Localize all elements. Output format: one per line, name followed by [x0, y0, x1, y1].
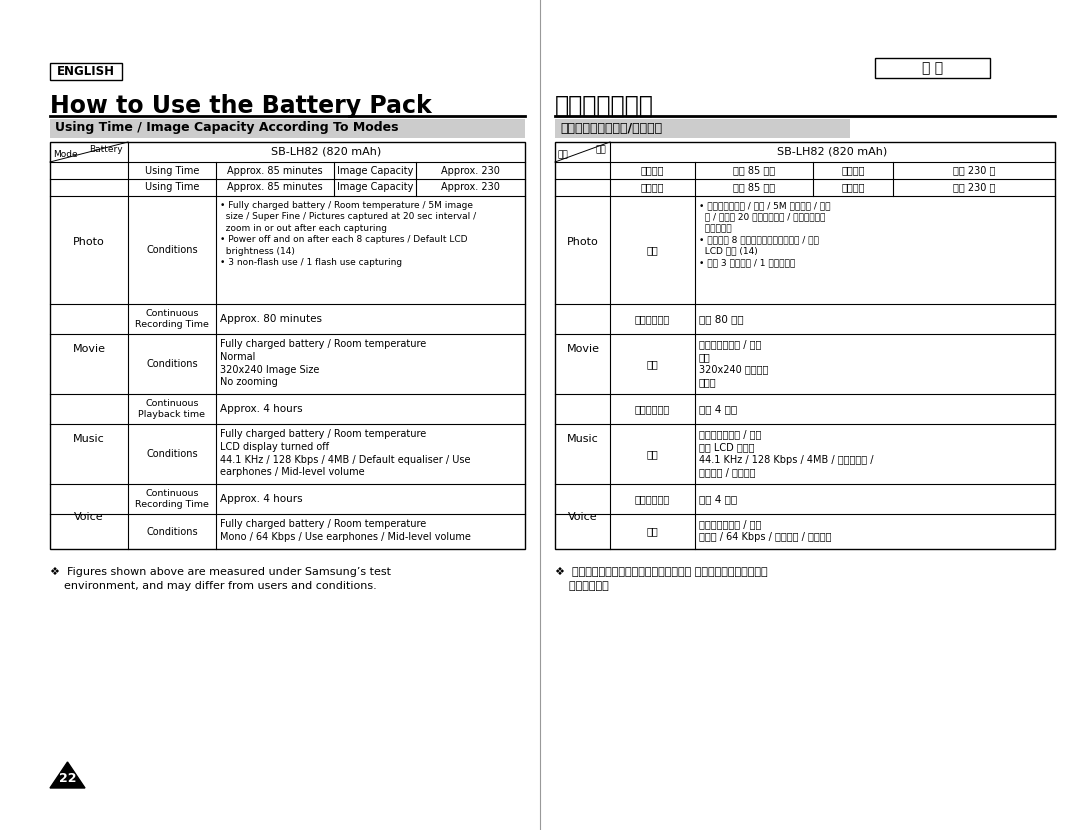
- Bar: [50, 119, 525, 138]
- Text: 條件: 條件: [647, 359, 659, 369]
- Bar: [50, 142, 525, 549]
- Text: 連續播放時間: 連續播放時間: [635, 404, 670, 414]
- Text: Movie: Movie: [72, 344, 106, 354]
- Text: 大約 4 小時: 大約 4 小時: [699, 404, 738, 414]
- Text: ❖  上表顯示的數字在三星測試環境下測量， 可能會根據使用者與條件
    的不同而真。: ❖ 上表顯示的數字在三星測試環境下測量， 可能會根據使用者與條件 的不同而真。: [555, 567, 768, 591]
- Text: Fully charged battery / Room temperature
Mono / 64 Kbps / Use earphones / Mid-le: Fully charged battery / Room temperature…: [220, 519, 471, 542]
- Text: Conditions: Conditions: [146, 245, 198, 255]
- Bar: [875, 58, 990, 78]
- Text: Using Time / Image Capacity According To Modes: Using Time / Image Capacity According To…: [55, 121, 399, 134]
- Text: 使用時間: 使用時間: [640, 165, 664, 175]
- Text: 如何使用電池組: 如何使用電池組: [555, 94, 653, 118]
- Text: Approx. 4 hours: Approx. 4 hours: [220, 404, 302, 414]
- Text: Voice: Voice: [568, 511, 598, 521]
- Text: 條件: 條件: [647, 449, 659, 459]
- Text: 臺 灣: 臺 灣: [922, 61, 943, 75]
- Text: 大約 80 分鐘: 大約 80 分鐘: [699, 314, 744, 324]
- Text: 大約 85 分鐘: 大約 85 分鐘: [733, 183, 775, 193]
- Text: Fully charged battery / Room temperature
Normal
320x240 Image Size
No zooming: Fully charged battery / Room temperature…: [220, 339, 427, 388]
- Text: 模式: 模式: [557, 150, 568, 159]
- Text: 大約 230 張: 大約 230 張: [953, 183, 995, 193]
- Text: Image Capacity: Image Capacity: [337, 165, 414, 175]
- Text: How to Use the Battery Pack: How to Use the Battery Pack: [50, 94, 432, 118]
- Text: Music: Music: [73, 434, 105, 444]
- Text: Continuous
Playback time: Continuous Playback time: [138, 399, 205, 418]
- Text: Continuous
Recording Time: Continuous Recording Time: [135, 490, 208, 509]
- Text: Continuous
Recording Time: Continuous Recording Time: [135, 310, 208, 329]
- Text: Battery: Battery: [90, 145, 123, 154]
- Text: 影像容量: 影像容量: [841, 183, 865, 193]
- Text: ENGLISH: ENGLISH: [57, 65, 114, 78]
- Text: Mode: Mode: [53, 150, 78, 159]
- Text: 使用時間: 使用時間: [640, 183, 664, 193]
- Text: Approx. 230: Approx. 230: [441, 165, 500, 175]
- Text: Fully charged battery / Room temperature
LCD display turned off
44.1 KHz / 128 K: Fully charged battery / Room temperature…: [220, 429, 471, 477]
- Text: 完全充電的電池 / 室溫
關閉 LCD 顯示器
44.1 KHz / 128 Kbps / 4MB / 預設等化器 /
使用耳機 / 中等音量: 完全充電的電池 / 室溫 關閉 LCD 顯示器 44.1 KHz / 128 K…: [699, 429, 874, 477]
- Text: Movie: Movie: [567, 344, 599, 354]
- Text: Music: Music: [567, 434, 599, 444]
- Text: Conditions: Conditions: [146, 526, 198, 536]
- Bar: [555, 142, 1055, 549]
- Text: 大約 85 分鐘: 大約 85 分鐘: [733, 165, 775, 175]
- Text: 完全充電的電池 / 室溫
正常
320x240 影像大小
無縮放: 完全充電的電池 / 室溫 正常 320x240 影像大小 無縮放: [699, 339, 768, 388]
- Text: 完全充電的電池 / 室溫
單聲道 / 64 Kbps / 使用耳機 / 中等音量: 完全充電的電池 / 室溫 單聲道 / 64 Kbps / 使用耳機 / 中等音量: [699, 519, 832, 542]
- Text: • 完全充電的電池 / 室溫 / 5M 影像大小 / 超精
  細 / 相片以 20 秒的間隔拍攝 / 在每次拍攝後
  放大或縮小
• 在每拍攝 8 次之後關: • 完全充電的電池 / 室溫 / 5M 影像大小 / 超精 細 / 相片以 20…: [699, 201, 831, 267]
- Text: 影像容量: 影像容量: [841, 165, 865, 175]
- Text: SB-LH82 (820 mAh): SB-LH82 (820 mAh): [271, 147, 381, 157]
- Text: Using Time: Using Time: [145, 165, 199, 175]
- Text: ❖  Figures shown above are measured under Samsung’s test
    environment, and ma: ❖ Figures shown above are measured under…: [50, 567, 391, 591]
- Text: 連續錄製時間: 連續錄製時間: [635, 494, 670, 504]
- Text: Approx. 230: Approx. 230: [441, 183, 500, 193]
- Text: 大約 4 小時: 大約 4 小時: [699, 494, 738, 504]
- Text: • Fully charged battery / Room temperature / 5M image
  size / Super Fine / Pict: • Fully charged battery / Room temperatu…: [220, 201, 476, 267]
- Text: Photo: Photo: [73, 237, 105, 247]
- Text: 電池: 電池: [595, 145, 606, 154]
- Text: Conditions: Conditions: [146, 449, 198, 459]
- Text: Approx. 4 hours: Approx. 4 hours: [220, 494, 302, 504]
- Text: 條件: 條件: [647, 245, 659, 255]
- Text: SB-LH82 (820 mAh): SB-LH82 (820 mAh): [778, 147, 888, 157]
- Bar: [555, 119, 850, 138]
- Text: Photo: Photo: [567, 237, 599, 247]
- Text: Approx. 80 minutes: Approx. 80 minutes: [220, 314, 322, 324]
- Bar: [50, 63, 122, 80]
- Text: 22: 22: [58, 772, 77, 784]
- Text: 大約 230 張: 大約 230 張: [953, 165, 995, 175]
- Text: Approx. 85 minutes: Approx. 85 minutes: [227, 183, 323, 193]
- Text: 根據模式的使用時間/影像容量: 根據模式的使用時間/影像容量: [561, 121, 662, 134]
- Text: Voice: Voice: [75, 511, 104, 521]
- Text: Using Time: Using Time: [145, 183, 199, 193]
- Text: 條件: 條件: [647, 526, 659, 536]
- Text: Image Capacity: Image Capacity: [337, 183, 414, 193]
- Text: 連續錄製時間: 連續錄製時間: [635, 314, 670, 324]
- Text: Approx. 85 minutes: Approx. 85 minutes: [227, 165, 323, 175]
- Polygon shape: [50, 762, 85, 788]
- Text: Conditions: Conditions: [146, 359, 198, 369]
